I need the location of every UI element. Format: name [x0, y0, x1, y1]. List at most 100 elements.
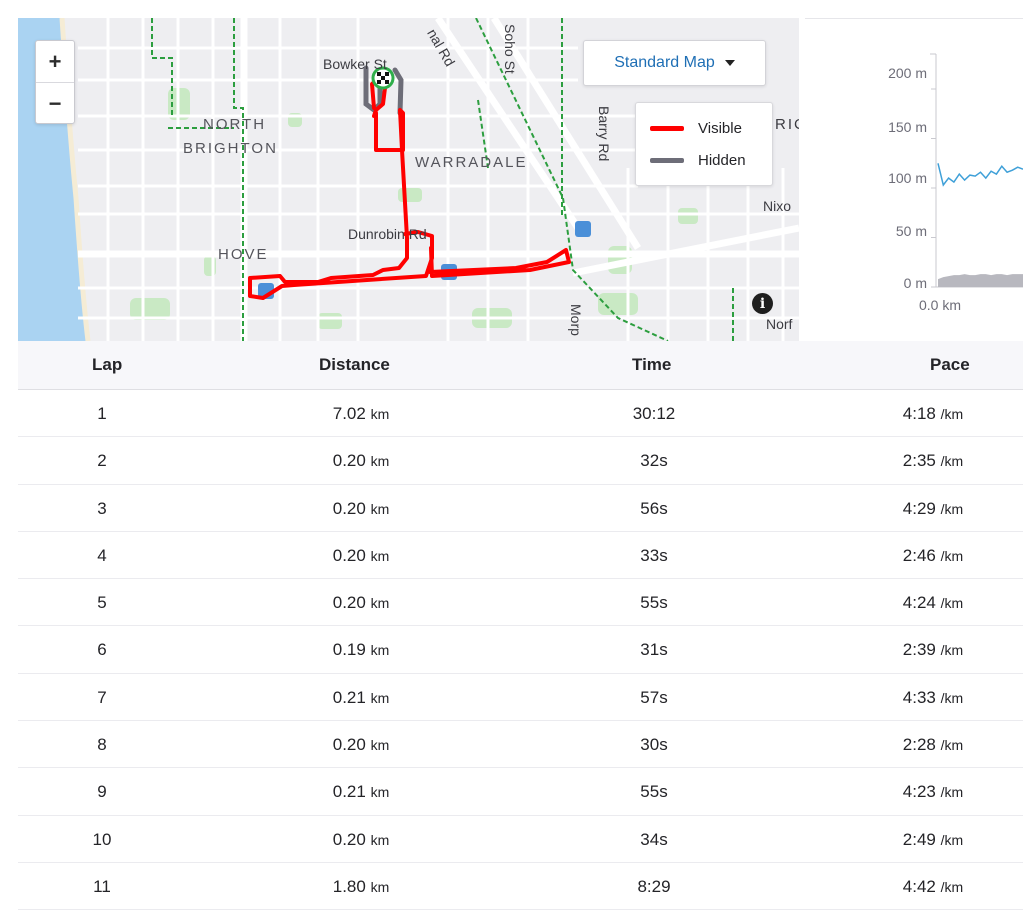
lap-time: 32s: [640, 451, 668, 471]
lap-number: 10: [92, 829, 112, 849]
lap-pace-value: 2:35: [902, 451, 936, 471]
distance-unit: km: [370, 453, 390, 470]
table-row[interactable]: 3 0.20 km 56s 4:29 /km: [18, 485, 1023, 532]
lap-time: 55s: [640, 593, 668, 613]
distance-unit: km: [370, 406, 390, 422]
lap-distance-value: 7.02: [332, 404, 366, 423]
lap-pace: 4:23 /km: [878, 782, 988, 802]
zoom-in-button[interactable]: +: [48, 48, 62, 74]
lap-distance-value: 0.20: [332, 498, 366, 518]
distance-unit: km: [370, 878, 390, 895]
table-row[interactable]: 10 0.20 km 34s 2:49 /km: [18, 816, 1023, 863]
lap-distance: 7.02 km: [286, 404, 436, 424]
elevation-line: [937, 163, 1023, 187]
column-header-distance[interactable]: Distance: [319, 355, 390, 374]
column-header-time[interactable]: Time: [632, 355, 672, 374]
lap-distance: 0.20 km: [286, 546, 436, 566]
distance-unit: km: [370, 547, 390, 564]
lap-number: 4: [97, 545, 107, 565]
distance-unit: km: [370, 737, 390, 754]
lap-distance: 1.80 km: [286, 877, 436, 897]
street-label-dunrobin: Dunrobin Rd: [348, 226, 427, 242]
y-tick-label: 200 m: [888, 65, 927, 81]
legend-swatch-visible: [650, 126, 684, 131]
pace-unit: /km: [940, 500, 964, 517]
legend-label-hidden: Hidden: [698, 152, 746, 169]
pace-unit: /km: [940, 737, 964, 754]
area-label-warradale: WARRADALE: [415, 154, 528, 171]
zoom-out-button[interactable]: −: [36, 82, 74, 124]
lap-distance: 0.19 km: [286, 640, 436, 660]
pace-unit: /km: [940, 547, 964, 564]
column-header-pace[interactable]: Pace: [930, 355, 970, 374]
lap-number: 9: [97, 782, 107, 802]
lap-number: 11: [93, 876, 111, 896]
table-row[interactable]: 8 0.20 km 30s 2:28 /km: [18, 721, 1023, 769]
distance-unit: km: [370, 831, 390, 848]
street-label-barry: Barry Rd: [596, 106, 612, 162]
lap-distance: 0.20 km: [286, 499, 436, 519]
lap-distance-value: 0.20: [332, 545, 366, 565]
table-row[interactable]: 9 0.21 km 55s 4:23 /km: [18, 768, 1023, 816]
y-tick-label: 0 m: [903, 275, 927, 291]
map-type-label: Standard Map: [614, 54, 715, 71]
lap-distance-value: 0.20: [332, 829, 366, 849]
pace-unit: /km: [940, 689, 964, 706]
table-header: Lap Distance Time Pace: [18, 341, 1023, 390]
lap-pace-value: 4:42: [902, 876, 936, 896]
elevation-plot: [930, 53, 1023, 288]
table-row[interactable]: 11 1.80 km 8:29 4:42 /km: [18, 863, 1023, 911]
lap-time: 31s: [640, 640, 668, 660]
lap-distance-value: 0.21: [332, 782, 366, 802]
street-label-bowker: Bowker St: [323, 56, 387, 72]
lap-pace-value: 4:24: [902, 593, 936, 613]
table-row[interactable]: 7 0.21 km 57s 4:33 /km: [18, 674, 1023, 722]
lap-number: 2: [97, 451, 107, 471]
y-tick-label: 100 m: [888, 170, 927, 186]
lap-time: 56s: [640, 498, 668, 518]
lap-pace: 4:24 /km: [878, 593, 988, 613]
distance-unit: km: [370, 500, 390, 517]
pace-unit: /km: [940, 784, 964, 801]
lap-pace-value: 2:39: [902, 640, 936, 660]
map-type-dropdown[interactable]: Standard Map: [583, 40, 766, 86]
distance-unit: km: [370, 784, 390, 801]
lap-distance: 0.20 km: [286, 593, 436, 613]
lap-pace-value: 4:29: [902, 498, 936, 518]
column-header-lap[interactable]: Lap: [92, 355, 123, 374]
legend-label-visible: Visible: [698, 120, 742, 137]
pace-unit: /km: [940, 831, 964, 848]
legend-swatch-hidden: [650, 158, 684, 163]
lap-distance: 0.21 km: [286, 688, 436, 708]
table-row[interactable]: 1 7.02 km 30:12 4:18 /km: [18, 390, 1023, 438]
lap-pace: 2:39 /km: [878, 640, 988, 660]
lap-pace: 2:28 /km: [878, 735, 988, 755]
area-label-north: NORTH: [203, 116, 267, 133]
table-row[interactable]: 5 0.20 km 55s 4:24 /km: [18, 579, 1023, 627]
route-map[interactable]: NORTH BRIGHTON WARRADALE HOVE Bowker St …: [18, 18, 799, 341]
area-label-brighton: BRIGHTON: [183, 140, 278, 157]
lap-distance: 0.20 km: [286, 735, 436, 755]
lap-distance: 0.21 km: [286, 782, 436, 802]
lap-distance-value: 0.20: [332, 451, 366, 471]
pace-unit: /km: [940, 642, 964, 659]
table-row[interactable]: 4 0.20 km 33s 2:46 /km: [18, 532, 1023, 580]
table-row[interactable]: 6 0.19 km 31s 2:39 /km: [18, 626, 1023, 674]
table-row[interactable]: 2 0.20 km 32s 2:35 /km: [18, 437, 1023, 485]
lap-number: 3: [97, 498, 107, 518]
lap-pace: 4:33 /km: [878, 688, 988, 708]
lap-pace-value: 4:23: [902, 782, 936, 802]
y-tick-label: 50 m: [895, 223, 927, 239]
lap-distance: 0.20 km: [286, 830, 436, 850]
lap-pace-value: 4:33: [902, 687, 936, 707]
route-legend: Visible Hidden: [635, 102, 773, 186]
lap-time: 8:29: [637, 876, 671, 896]
street-label-norf: Norf: [766, 316, 793, 332]
lap-time: 33s: [640, 545, 668, 565]
lap-pace-value: 2:49: [902, 829, 936, 849]
distance-unit: km: [370, 689, 390, 706]
lap-distance-value: 0.20: [332, 593, 366, 613]
lap-pace: 2:46 /km: [878, 546, 988, 566]
info-icon[interactable]: i: [752, 293, 773, 314]
lap-pace: 4:42 /km: [878, 877, 988, 897]
